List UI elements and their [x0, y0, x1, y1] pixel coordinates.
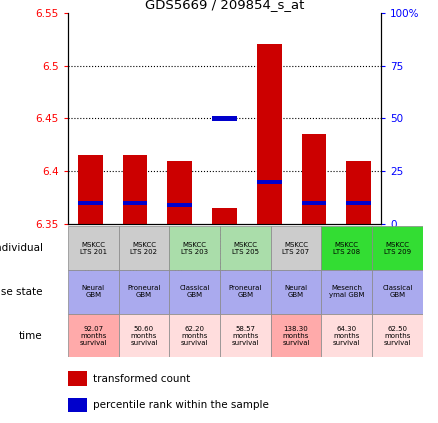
Text: individual: individual — [0, 243, 42, 253]
Text: 64.30
months
survival: 64.30 months survival — [333, 326, 360, 346]
Bar — [257, 180, 282, 184]
Bar — [123, 201, 147, 205]
Bar — [169, 226, 220, 270]
Text: transformed count: transformed count — [93, 374, 190, 384]
Bar — [302, 134, 326, 224]
Bar — [220, 314, 271, 357]
Bar — [321, 270, 372, 314]
Text: 50.60
months
survival: 50.60 months survival — [130, 326, 158, 346]
Bar — [220, 226, 271, 270]
Text: MSKCC
LTS 203: MSKCC LTS 203 — [181, 242, 208, 255]
Text: MSKCC
LTS 208: MSKCC LTS 208 — [333, 242, 360, 255]
Title: GDS5669 / 209854_s_at: GDS5669 / 209854_s_at — [145, 0, 304, 11]
Text: Proneural
GBM: Proneural GBM — [229, 286, 262, 298]
Bar — [321, 314, 372, 357]
Text: Neural
GBM: Neural GBM — [284, 286, 307, 298]
Bar — [271, 226, 321, 270]
Bar — [372, 314, 423, 357]
Text: disease state: disease state — [0, 287, 42, 297]
Bar — [372, 270, 423, 314]
Bar — [123, 155, 147, 224]
Bar — [346, 201, 371, 205]
Bar — [346, 161, 371, 224]
Text: percentile rank within the sample: percentile rank within the sample — [93, 400, 269, 410]
Bar — [78, 201, 102, 205]
Bar — [68, 371, 87, 386]
Bar — [169, 270, 220, 314]
Bar — [302, 201, 326, 205]
Bar — [119, 226, 169, 270]
Text: time: time — [19, 331, 42, 341]
Text: Classical
GBM: Classical GBM — [382, 286, 413, 298]
Text: 62.20
months
survival: 62.20 months survival — [181, 326, 208, 346]
Bar — [68, 398, 87, 412]
Bar — [212, 116, 237, 121]
Bar — [257, 44, 282, 224]
Bar — [167, 203, 192, 207]
Text: MSKCC
LTS 209: MSKCC LTS 209 — [384, 242, 411, 255]
Bar — [169, 314, 220, 357]
Text: MSKCC
LTS 201: MSKCC LTS 201 — [80, 242, 107, 255]
Text: MSKCC
LTS 207: MSKCC LTS 207 — [283, 242, 310, 255]
Text: MSKCC
LTS 205: MSKCC LTS 205 — [232, 242, 259, 255]
Bar — [68, 226, 119, 270]
Bar — [212, 208, 237, 224]
Text: Mesench
ymal GBM: Mesench ymal GBM — [329, 286, 364, 298]
Bar — [271, 270, 321, 314]
Bar — [167, 161, 192, 224]
Text: Classical
GBM: Classical GBM — [180, 286, 210, 298]
Text: 138.30
months
survival: 138.30 months survival — [282, 326, 310, 346]
Bar — [271, 314, 321, 357]
Text: Proneural
GBM: Proneural GBM — [127, 286, 161, 298]
Bar — [68, 314, 119, 357]
Bar — [68, 270, 119, 314]
Bar — [220, 270, 271, 314]
Text: 58.57
months
survival: 58.57 months survival — [232, 326, 259, 346]
Text: 92.07
months
survival: 92.07 months survival — [79, 326, 107, 346]
Bar — [78, 155, 102, 224]
Text: Neural
GBM: Neural GBM — [81, 286, 105, 298]
Bar — [372, 226, 423, 270]
Text: 62.50
months
survival: 62.50 months survival — [384, 326, 411, 346]
Bar — [321, 226, 372, 270]
Bar — [119, 270, 169, 314]
Text: MSKCC
LTS 202: MSKCC LTS 202 — [131, 242, 157, 255]
Bar — [119, 314, 169, 357]
